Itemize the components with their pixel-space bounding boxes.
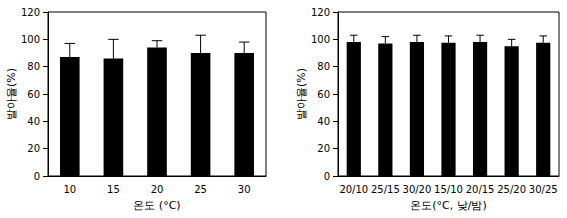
svg-text:40: 40 (27, 116, 40, 127)
svg-text:30/25: 30/25 (529, 184, 558, 195)
svg-text:20: 20 (317, 143, 330, 154)
svg-text:25/20: 25/20 (497, 184, 526, 195)
svg-text:20: 20 (27, 143, 40, 154)
svg-text:40: 40 (317, 116, 330, 127)
svg-text:20/10: 20/10 (339, 184, 368, 195)
svg-text:25/15: 25/15 (371, 184, 400, 195)
svg-text:발아율(%): 발아율(%) (5, 68, 18, 120)
svg-text:60: 60 (27, 89, 40, 100)
svg-text:20: 20 (151, 184, 164, 195)
svg-text:20/15: 20/15 (466, 184, 495, 195)
svg-text:0: 0 (324, 171, 330, 182)
svg-text:60: 60 (317, 89, 330, 100)
svg-text:25: 25 (194, 184, 207, 195)
svg-text:80: 80 (27, 61, 40, 72)
svg-text:30/20: 30/20 (403, 184, 432, 195)
svg-text:온도 (°C): 온도 (°C) (133, 199, 180, 212)
svg-text:120: 120 (21, 7, 40, 18)
svg-text:발아율(%): 발아율(%) (295, 68, 308, 120)
svg-text:120: 120 (311, 7, 330, 18)
svg-text:10: 10 (63, 184, 76, 195)
svg-text:100: 100 (311, 34, 330, 45)
svg-text:30: 30 (238, 184, 251, 195)
svg-text:0: 0 (34, 171, 40, 182)
svg-text:15/10: 15/10 (434, 184, 463, 195)
svg-text:온도(°C, 낮/밤): 온도(°C, 낮/밤) (410, 199, 486, 212)
svg-text:80: 80 (317, 61, 330, 72)
svg-text:15: 15 (107, 184, 120, 195)
svg-text:100: 100 (21, 34, 40, 45)
